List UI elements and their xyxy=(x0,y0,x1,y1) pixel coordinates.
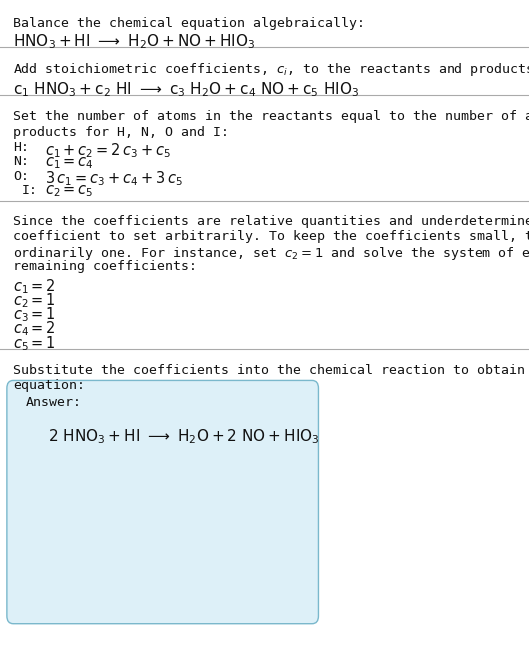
Text: $3\,c_1 = c_3 + c_4 + 3\,c_5$: $3\,c_1 = c_3 + c_4 + 3\,c_5$ xyxy=(45,170,183,188)
Text: ordinarily one. For instance, set $c_2 = 1$ and solve the system of equations fo: ordinarily one. For instance, set $c_2 =… xyxy=(13,245,529,262)
Text: Since the coefficients are relative quantities and underdetermined, choose a: Since the coefficients are relative quan… xyxy=(13,215,529,228)
Text: Substitute the coefficients into the chemical reaction to obtain the balanced: Substitute the coefficients into the che… xyxy=(13,364,529,377)
Text: remaining coefficients:: remaining coefficients: xyxy=(13,260,197,273)
Text: $\mathsf{c_1\ HNO_3 + c_2\ HI \ \longrightarrow \ c_3\ H_2O + c_4\ NO + c_5\ HIO: $\mathsf{c_1\ HNO_3 + c_2\ HI \ \longrig… xyxy=(13,80,359,99)
Text: products for H, N, O and I:: products for H, N, O and I: xyxy=(13,126,229,138)
Text: $c_3 = 1$: $c_3 = 1$ xyxy=(13,305,56,324)
Text: Add stoichiometric coefficients, $c_i$, to the reactants and products:: Add stoichiometric coefficients, $c_i$, … xyxy=(13,61,529,78)
Text: H:: H: xyxy=(13,141,29,154)
Text: Set the number of atoms in the reactants equal to the number of atoms in the: Set the number of atoms in the reactants… xyxy=(13,110,529,123)
Text: equation:: equation: xyxy=(13,379,85,392)
Text: $c_2 = c_5$: $c_2 = c_5$ xyxy=(45,184,94,199)
Text: $c_1 = c_4$: $c_1 = c_4$ xyxy=(45,155,94,171)
Text: $c_1 + c_2 = 2\,c_3 + c_5$: $c_1 + c_2 = 2\,c_3 + c_5$ xyxy=(45,141,171,160)
FancyBboxPatch shape xyxy=(7,380,318,624)
Text: N:: N: xyxy=(13,155,29,168)
Text: Balance the chemical equation algebraically:: Balance the chemical equation algebraica… xyxy=(13,17,365,30)
Text: $c_1 = 2$: $c_1 = 2$ xyxy=(13,277,56,296)
Text: $\mathsf{HNO_3 + HI \ \longrightarrow \ H_2O + NO + HIO_3}$: $\mathsf{HNO_3 + HI \ \longrightarrow \ … xyxy=(13,32,256,51)
Text: $c_4 = 2$: $c_4 = 2$ xyxy=(13,320,56,338)
Text: $\mathsf{2\ HNO_3 + HI \ \longrightarrow \ H_2O + 2\ NO + HIO_3}$: $\mathsf{2\ HNO_3 + HI \ \longrightarrow… xyxy=(48,427,320,446)
Text: $c_5 = 1$: $c_5 = 1$ xyxy=(13,334,56,353)
Text: Answer:: Answer: xyxy=(25,396,81,409)
Text: coefficient to set arbitrarily. To keep the coefficients small, the arbitrary va: coefficient to set arbitrarily. To keep … xyxy=(13,230,529,243)
Text: I:: I: xyxy=(22,184,38,197)
Text: $c_2 = 1$: $c_2 = 1$ xyxy=(13,291,56,310)
Text: O:: O: xyxy=(13,170,29,182)
